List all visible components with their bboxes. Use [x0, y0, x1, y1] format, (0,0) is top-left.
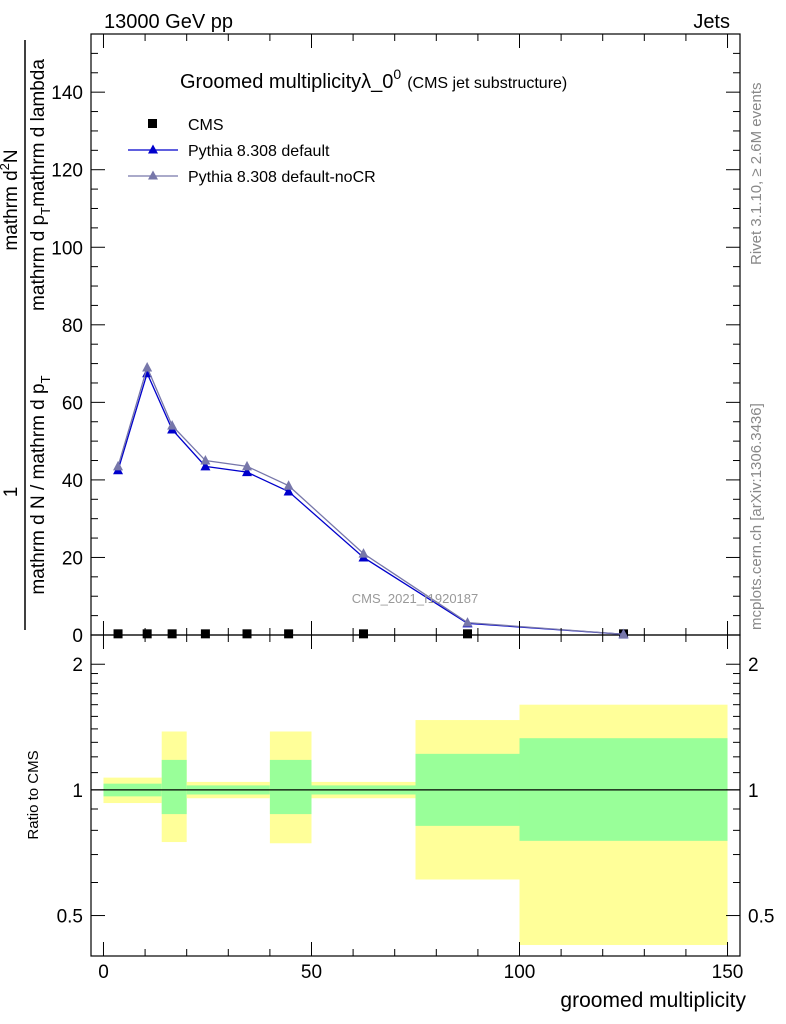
legend-marker-nocr: [148, 170, 158, 180]
legend-label-nocr: Pythia 8.308 default-noCR: [188, 169, 376, 186]
data-point: [142, 629, 152, 639]
data-point: [358, 629, 368, 639]
analysis-watermark: CMS_2021_I1920187: [352, 591, 479, 606]
ratio-y-tick-label-right: 0.5: [748, 907, 774, 928]
ratio-plot-area: [90, 634, 741, 957]
y-tick-label: 20: [62, 548, 83, 569]
legend-marker-default: [148, 144, 158, 154]
legend-label-cms: CMS: [188, 117, 224, 134]
data-point: [463, 629, 473, 639]
main-ylabel: 1 mathrm d N / mathrm d pT mathrm d2N ma…: [0, 40, 53, 630]
data-point: [618, 628, 629, 639]
x-tick-label: 0: [98, 962, 109, 983]
ratio-bands: [91, 704, 740, 946]
main-axes: 0 20 40 60 80 100 120 140: [51, 33, 740, 647]
data-point: [283, 480, 294, 490]
main-series: [113, 361, 629, 639]
data-point: [200, 460, 211, 471]
ylabel-line-b: mathrm d2N: [0, 149, 22, 250]
y-tick-label: 0: [72, 626, 83, 647]
ratio-y-tick-label: 2: [72, 655, 83, 676]
x-tick-label: 100: [504, 962, 536, 983]
ratio-axes: 0.5 0.5 1 1 2 2 0 50 100 150: [57, 635, 774, 983]
data-point: [283, 486, 294, 496]
x-tick-label: 50: [301, 962, 322, 983]
y-tick-label: 40: [62, 471, 83, 492]
ylabel-numerator-one: 1: [1, 487, 22, 498]
legend: CMS Pythia 8.308 default Pythia 8.308 de…: [128, 117, 376, 186]
data-point: [167, 420, 178, 430]
y-tick-label: 100: [51, 238, 83, 259]
data-point: [462, 617, 473, 627]
ratio-ylabel: Ratio to CMS: [25, 750, 42, 839]
header-left: 13000 GeV pp: [104, 11, 233, 33]
data-point: [242, 466, 253, 477]
ratio-inner-band: [269, 759, 312, 815]
mcplots-label: mcplots.cern.ch [arXiv:1306.3436]: [748, 403, 765, 630]
y-tick-label: 140: [51, 83, 83, 104]
data-point: [167, 629, 177, 639]
data-point: [358, 548, 369, 558]
ratio-y-tick-label-right: 2: [748, 655, 759, 676]
chart-subtitle: (CMS jet substructure): [407, 75, 567, 92]
ylabel-line-c: mathrm d pTmathrm d lambda: [28, 59, 53, 311]
ylabel-line-a: mathrm d N / mathrm d pT: [28, 375, 53, 594]
legend-marker-cms: [148, 119, 157, 128]
ratio-y-tick-label-right: 1: [748, 781, 759, 802]
header-right: Jets: [693, 11, 730, 33]
x-tick-label: 150: [712, 962, 744, 983]
legend-label-default: Pythia 8.308 default: [188, 143, 330, 160]
data-point: [113, 460, 124, 471]
data-point: [142, 361, 153, 372]
data-point: [200, 629, 210, 639]
data-point: [242, 460, 253, 471]
data-point: [113, 629, 123, 639]
y-tick-label: 80: [62, 316, 83, 337]
rivet-label: Rivet 3.1.10, ≥ 2.6M events: [748, 83, 765, 266]
ratio-inner-band: [161, 759, 187, 815]
ratio-frame: [90, 634, 741, 957]
ratio-y-tick-label: 0.5: [57, 907, 83, 928]
ratio-y-tick-label: 1: [72, 781, 83, 802]
chart-title: Groomed multiplicityλ_00(CMS jet substru…: [180, 66, 567, 93]
data-point: [242, 629, 252, 639]
y-tick-label: 60: [62, 393, 83, 414]
data-point: [284, 629, 294, 639]
data-point: [200, 455, 211, 465]
y-tick-label: 120: [51, 161, 83, 182]
xaxis-label: groomed multiplicity: [560, 989, 746, 1012]
